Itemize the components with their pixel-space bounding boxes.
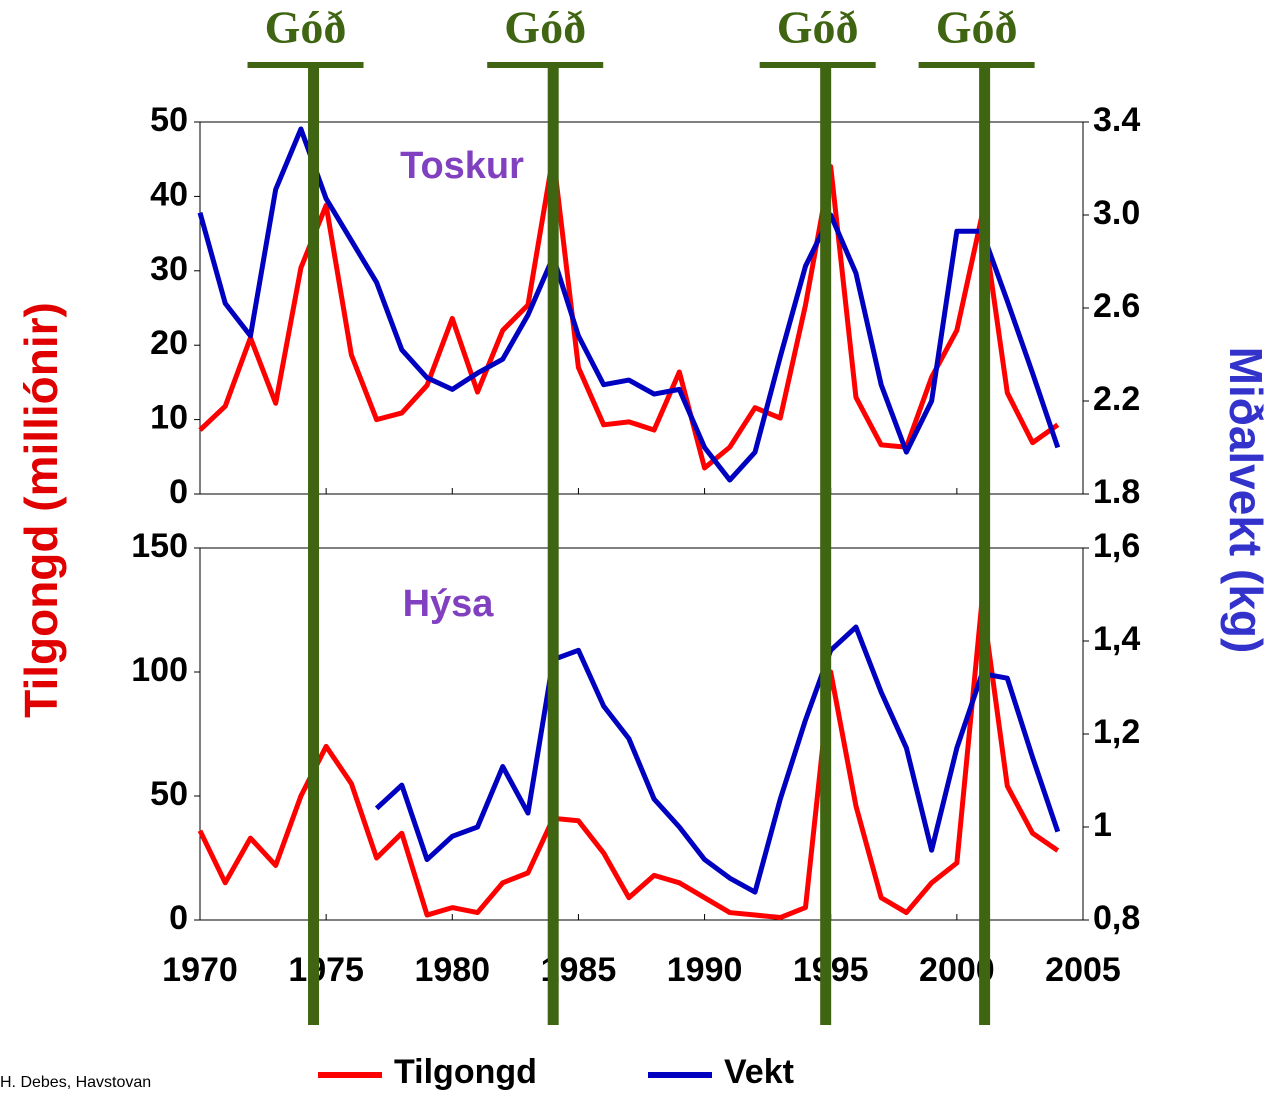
y-tick-label: 0 [169, 473, 188, 511]
x-tick-label: 1990 [667, 951, 743, 989]
y2-axis-label: Miðalvekt (kg) [1220, 347, 1272, 654]
y2-tick-label: 2.6 [1093, 287, 1140, 325]
x-tick-label: 2005 [1045, 951, 1121, 989]
y2-tick-label: 1,2 [1093, 713, 1140, 751]
annotation-underline [487, 62, 604, 68]
annotation-label: Góð [504, 2, 586, 53]
y2-tick-label: 1.8 [1093, 473, 1140, 511]
annotation-label: Góð [936, 2, 1018, 53]
legend-label: Tilgongd [394, 1053, 537, 1091]
annotation-underline [759, 62, 876, 68]
series-line [374, 624, 1061, 895]
y-tick-label: 30 [150, 250, 188, 288]
y2-tick-label: 2.2 [1093, 380, 1140, 418]
y2-tick-label: 1 [1093, 806, 1112, 844]
y-tick-label: 50 [150, 775, 188, 813]
annotation-label: Góð [777, 2, 859, 53]
credit: H. Debes, Havstovan [0, 1074, 151, 1091]
series-line [197, 597, 1060, 921]
plot-frame [199, 547, 1084, 921]
y2-tick-label: 0,8 [1093, 899, 1140, 937]
plot-frame [199, 121, 1084, 495]
y2-tick-label: 3.0 [1093, 194, 1140, 232]
x-tick-label: 1980 [414, 951, 490, 989]
y-tick-label: 10 [150, 399, 188, 437]
y-tick-label: 150 [131, 527, 188, 565]
legend-label: Vekt [724, 1053, 794, 1091]
y-tick-label: 40 [150, 175, 188, 213]
y-tick-label: 100 [131, 651, 188, 689]
y2-tick-label: 1,6 [1093, 527, 1140, 565]
y-tick-label: 20 [150, 324, 188, 362]
y-axis-label: Tilgongd (milliónir) [15, 302, 67, 718]
y-tick-label: 50 [150, 101, 188, 139]
y2-tick-label: 1,4 [1093, 620, 1140, 658]
x-tick-label: 1970 [162, 951, 238, 989]
panel-title: Hýsa [403, 583, 495, 625]
y2-tick-label: 3.4 [1093, 101, 1140, 139]
x-tick-label: 1975 [288, 951, 364, 989]
panel-title: Toskur [400, 145, 524, 187]
annotation-underline [918, 62, 1035, 68]
y-tick-label: 0 [169, 899, 188, 937]
annotation-underline [247, 62, 364, 68]
series-line [197, 126, 1061, 483]
annotation-label: Góð [265, 2, 347, 53]
series-line [198, 152, 1060, 471]
